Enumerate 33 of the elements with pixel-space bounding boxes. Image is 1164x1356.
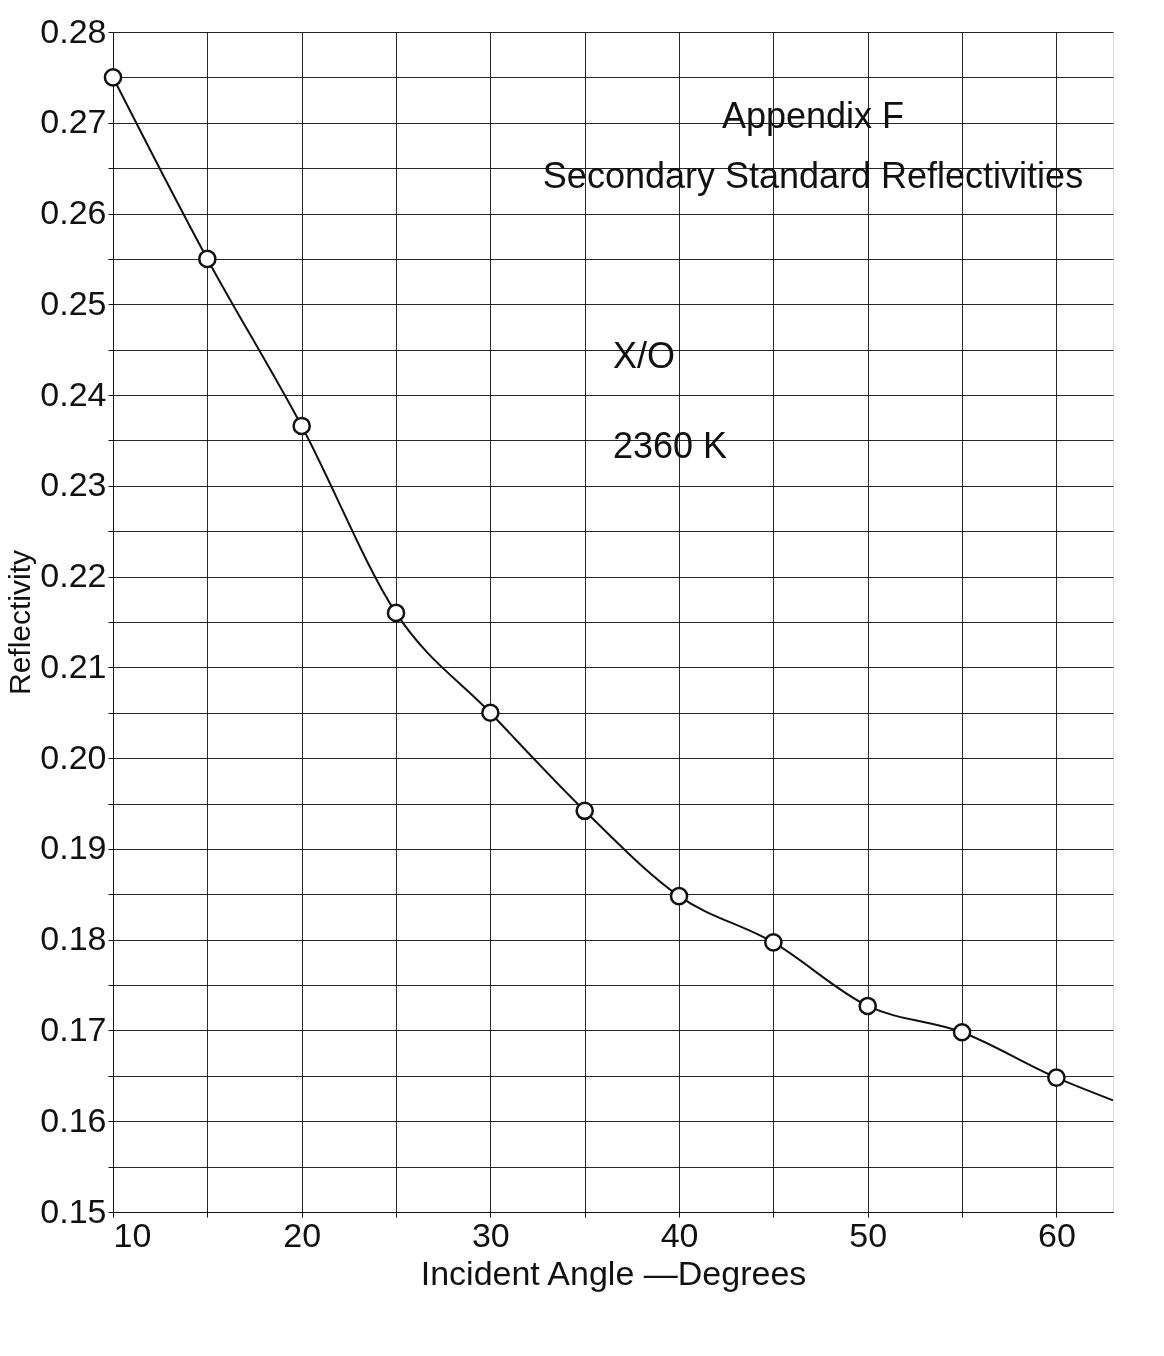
point [764, 933, 783, 952]
x-tick-label: 20 [283, 1215, 322, 1254]
point [103, 68, 123, 87]
y-tick-label: 0.17 [40, 1009, 107, 1048]
y-tick-label: 0.24 [40, 374, 107, 413]
y-axis-title: Reflectivity [3, 549, 37, 696]
x-axis-title: Incident Angle —Degrees [420, 1253, 807, 1292]
y-tick-label: 0.28 [40, 11, 107, 50]
y-tick-label: 0.25 [40, 283, 107, 322]
x-tick-label: 40 [660, 1215, 699, 1254]
y-tick-label: 0.22 [40, 556, 107, 595]
y-tick-label: 0.15 [40, 1191, 107, 1230]
point [198, 249, 217, 269]
y-tick-label: 0.18 [40, 919, 107, 958]
point [669, 886, 689, 906]
point [292, 416, 311, 436]
x-tick-label: 60 [1037, 1215, 1076, 1254]
point [1047, 1068, 1066, 1087]
y-tick-label: 0.19 [40, 828, 107, 867]
y-tick-label: 0.26 [40, 193, 107, 232]
y-tick-label: 0.21 [40, 646, 107, 685]
x-tick-label: 50 [849, 1215, 888, 1254]
y-tick-label: 0.16 [40, 1100, 107, 1139]
x-tick-label: 10 [113, 1215, 152, 1254]
y-tick-label: 0.23 [40, 465, 107, 504]
x-tick-label: 30 [471, 1215, 510, 1254]
point [952, 1022, 972, 1042]
y-tick-label: 0.27 [40, 102, 107, 141]
point [858, 996, 878, 1016]
point [386, 603, 406, 623]
y-tick-label: 0.20 [40, 737, 107, 776]
point [575, 801, 595, 821]
point [481, 703, 500, 723]
